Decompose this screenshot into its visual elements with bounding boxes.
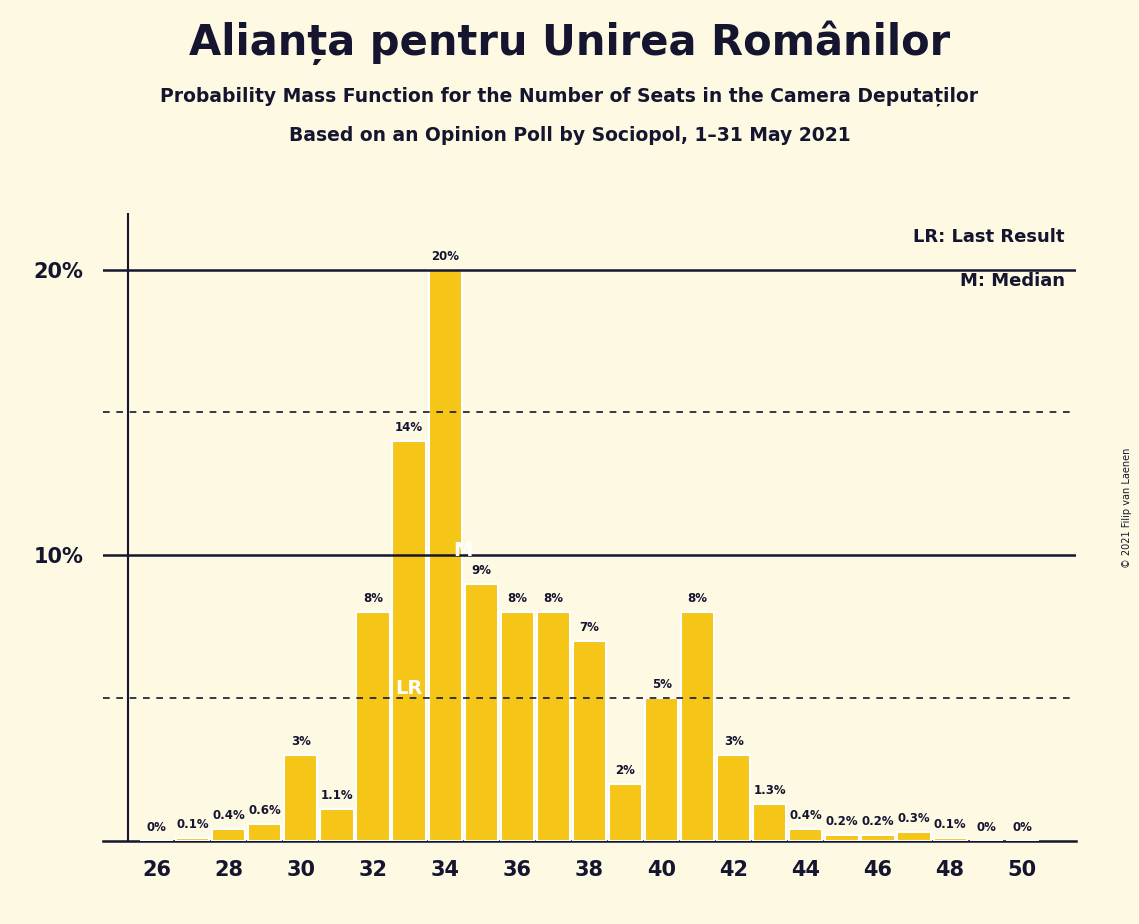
Text: 0.2%: 0.2%	[862, 815, 894, 828]
Text: 5%: 5%	[652, 678, 672, 691]
Bar	[357, 613, 390, 841]
Text: 0.6%: 0.6%	[248, 804, 281, 817]
Bar	[248, 823, 281, 841]
Text: 0.2%: 0.2%	[826, 815, 858, 828]
Text: 0%: 0%	[147, 821, 166, 833]
Text: 3%: 3%	[290, 735, 311, 748]
Bar	[536, 613, 570, 841]
Bar	[212, 830, 245, 841]
Bar	[393, 441, 426, 841]
Bar	[285, 755, 318, 841]
Bar	[934, 838, 967, 841]
Text: 8%: 8%	[688, 592, 707, 605]
Text: 0%: 0%	[976, 821, 997, 833]
Bar	[718, 755, 751, 841]
Text: 0.4%: 0.4%	[212, 809, 245, 822]
Text: 1.3%: 1.3%	[754, 784, 786, 796]
Bar	[898, 833, 931, 841]
Text: 0%: 0%	[1013, 821, 1032, 833]
Text: 14%: 14%	[395, 420, 424, 434]
Text: 0.1%: 0.1%	[177, 818, 208, 831]
Text: LR: LR	[395, 679, 423, 699]
Text: 20%: 20%	[432, 249, 459, 262]
Bar	[826, 835, 859, 841]
Text: 3%: 3%	[723, 735, 744, 748]
Text: 0.1%: 0.1%	[934, 818, 966, 831]
Text: 0.4%: 0.4%	[789, 809, 822, 822]
Text: Probability Mass Function for the Number of Seats in the Camera Deputaților: Probability Mass Function for the Number…	[161, 87, 978, 106]
Text: 0.3%: 0.3%	[898, 812, 931, 825]
Text: 8%: 8%	[363, 592, 383, 605]
Bar	[465, 584, 498, 841]
Text: 9%: 9%	[472, 564, 491, 577]
Text: Based on an Opinion Poll by Sociopol, 1–31 May 2021: Based on an Opinion Poll by Sociopol, 1–…	[288, 126, 851, 145]
Bar	[320, 809, 353, 841]
Bar	[428, 270, 461, 841]
Text: LR: Last Result: LR: Last Result	[913, 228, 1065, 246]
Bar	[177, 838, 210, 841]
Text: M: Median: M: Median	[960, 273, 1065, 290]
Bar	[861, 835, 894, 841]
Bar	[573, 641, 606, 841]
Bar	[681, 613, 714, 841]
Bar	[753, 804, 786, 841]
Text: 8%: 8%	[507, 592, 527, 605]
Text: M: M	[453, 541, 473, 561]
Text: © 2021 Filip van Laenen: © 2021 Filip van Laenen	[1122, 448, 1132, 568]
Bar	[501, 613, 534, 841]
Text: 7%: 7%	[580, 621, 599, 634]
Text: 8%: 8%	[543, 592, 564, 605]
Bar	[609, 784, 642, 841]
Text: 2%: 2%	[615, 763, 636, 776]
Text: 1.1%: 1.1%	[321, 789, 353, 802]
Text: Alianța pentru Unirea Românilor: Alianța pentru Unirea Românilor	[189, 20, 950, 65]
Bar	[789, 830, 822, 841]
Bar	[645, 698, 678, 841]
